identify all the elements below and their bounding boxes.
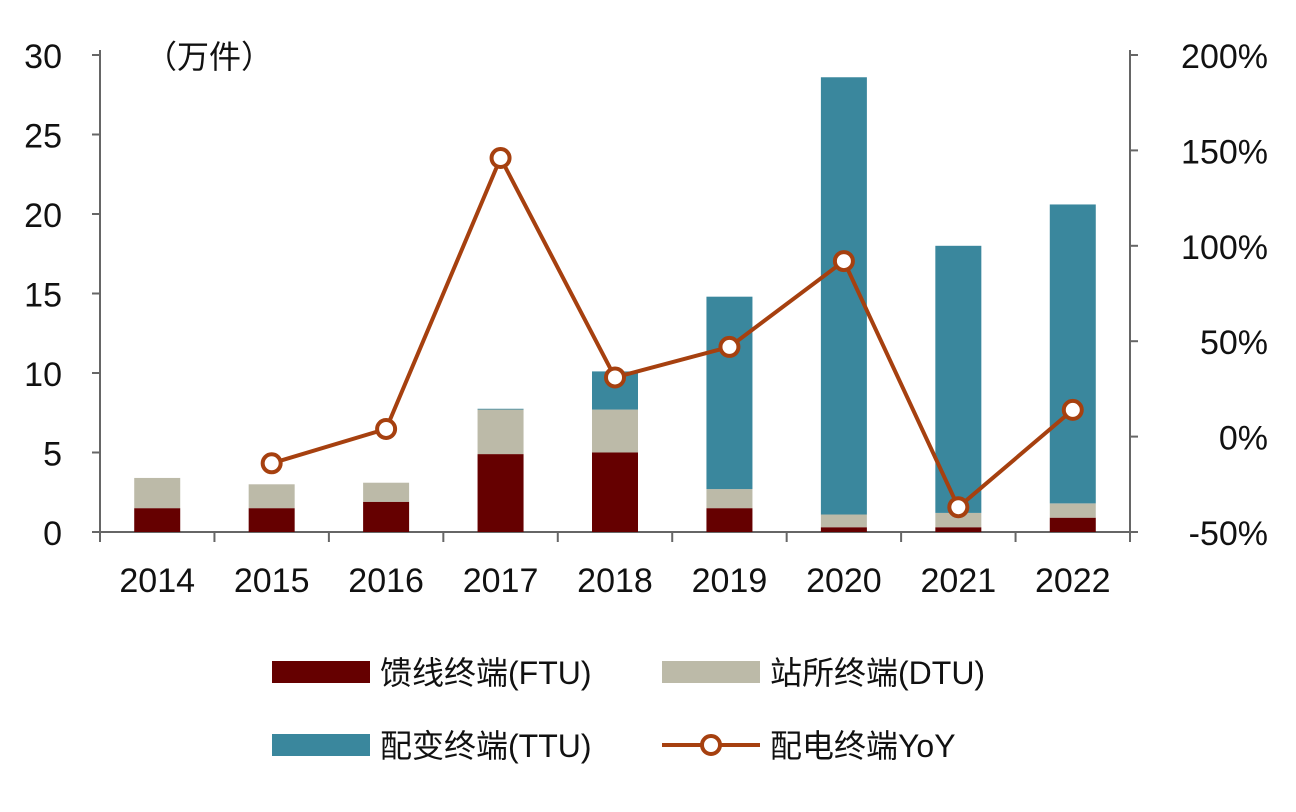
y-tick-label: 5: [43, 436, 62, 474]
yoy-point: [947, 496, 970, 519]
yoy-point: [718, 335, 741, 358]
bar-ftu: [935, 527, 982, 532]
bar-ttu: [1049, 204, 1096, 504]
bar-dtu: [248, 484, 295, 509]
x-tick-label: 2015: [234, 562, 310, 600]
legend-swatch: [272, 661, 370, 683]
x-tick-label: 2016: [348, 562, 424, 600]
x-tick-label: 2017: [463, 562, 539, 600]
x-tick-label: 2020: [806, 562, 882, 600]
y-tick-label: 20: [24, 197, 62, 235]
bar-ftu: [477, 454, 524, 532]
legend-label: 站所终端(DTU): [770, 655, 985, 691]
bar-ftu: [592, 452, 638, 532]
yoy-point: [604, 366, 626, 389]
legend-label: 配电终端YoY: [770, 728, 956, 764]
bar-ftu: [706, 508, 753, 532]
legend-label: 馈线终端(FTU): [380, 655, 592, 691]
y2-tick-label: -50%: [1189, 515, 1268, 553]
bar-ftu: [820, 527, 867, 532]
y2-tick-label: 50%: [1200, 324, 1268, 362]
x-tick-label: 2021: [921, 562, 997, 600]
yoy-line: [271, 153, 1075, 511]
x-tick-label: 2014: [119, 562, 195, 600]
y2-tick-label: 100%: [1181, 229, 1268, 267]
x-tick-label: 2019: [692, 562, 768, 600]
y-tick-label: 15: [24, 277, 62, 315]
bar-dtu: [820, 514, 867, 528]
bar-dtu: [134, 477, 181, 509]
bar-ftu: [1049, 517, 1096, 532]
bar-ftu: [363, 501, 410, 532]
yoy-point: [260, 452, 283, 475]
legend-swatch: [272, 734, 370, 756]
bar-dtu: [592, 409, 638, 453]
y2-tick-label: 150%: [1181, 133, 1268, 171]
yoy-point: [832, 250, 855, 273]
bar-dtu: [363, 482, 410, 502]
legend-swatch: [662, 661, 760, 683]
y2-tick-label: 200%: [1181, 38, 1268, 76]
bar-ttu: [477, 408, 524, 410]
yoy-point: [375, 417, 398, 440]
bar-ttu: [935, 245, 982, 513]
legend-label: 配变终端(TTU): [380, 728, 592, 764]
bar-dtu: [706, 489, 753, 509]
bar-dtu: [935, 512, 982, 528]
y-tick-label: 25: [24, 118, 62, 156]
y-tick-label: 10: [24, 356, 62, 394]
bar-dtu: [477, 409, 524, 455]
y-tick-label: 0: [43, 515, 62, 553]
yoy-point: [1061, 398, 1084, 421]
unit-label: （万件）: [145, 39, 273, 75]
x-tick-label: 2018: [577, 562, 653, 600]
bar-ftu: [248, 508, 295, 532]
y-tick-label: 30: [24, 38, 62, 76]
y2-tick-label: 0%: [1219, 420, 1268, 458]
legend-marker: [700, 734, 722, 756]
yoy-point: [489, 147, 512, 170]
bar-ftu: [134, 508, 181, 532]
x-tick-label: 2022: [1035, 562, 1111, 600]
bar-ttu: [706, 296, 753, 490]
bar-dtu: [1049, 503, 1096, 518]
